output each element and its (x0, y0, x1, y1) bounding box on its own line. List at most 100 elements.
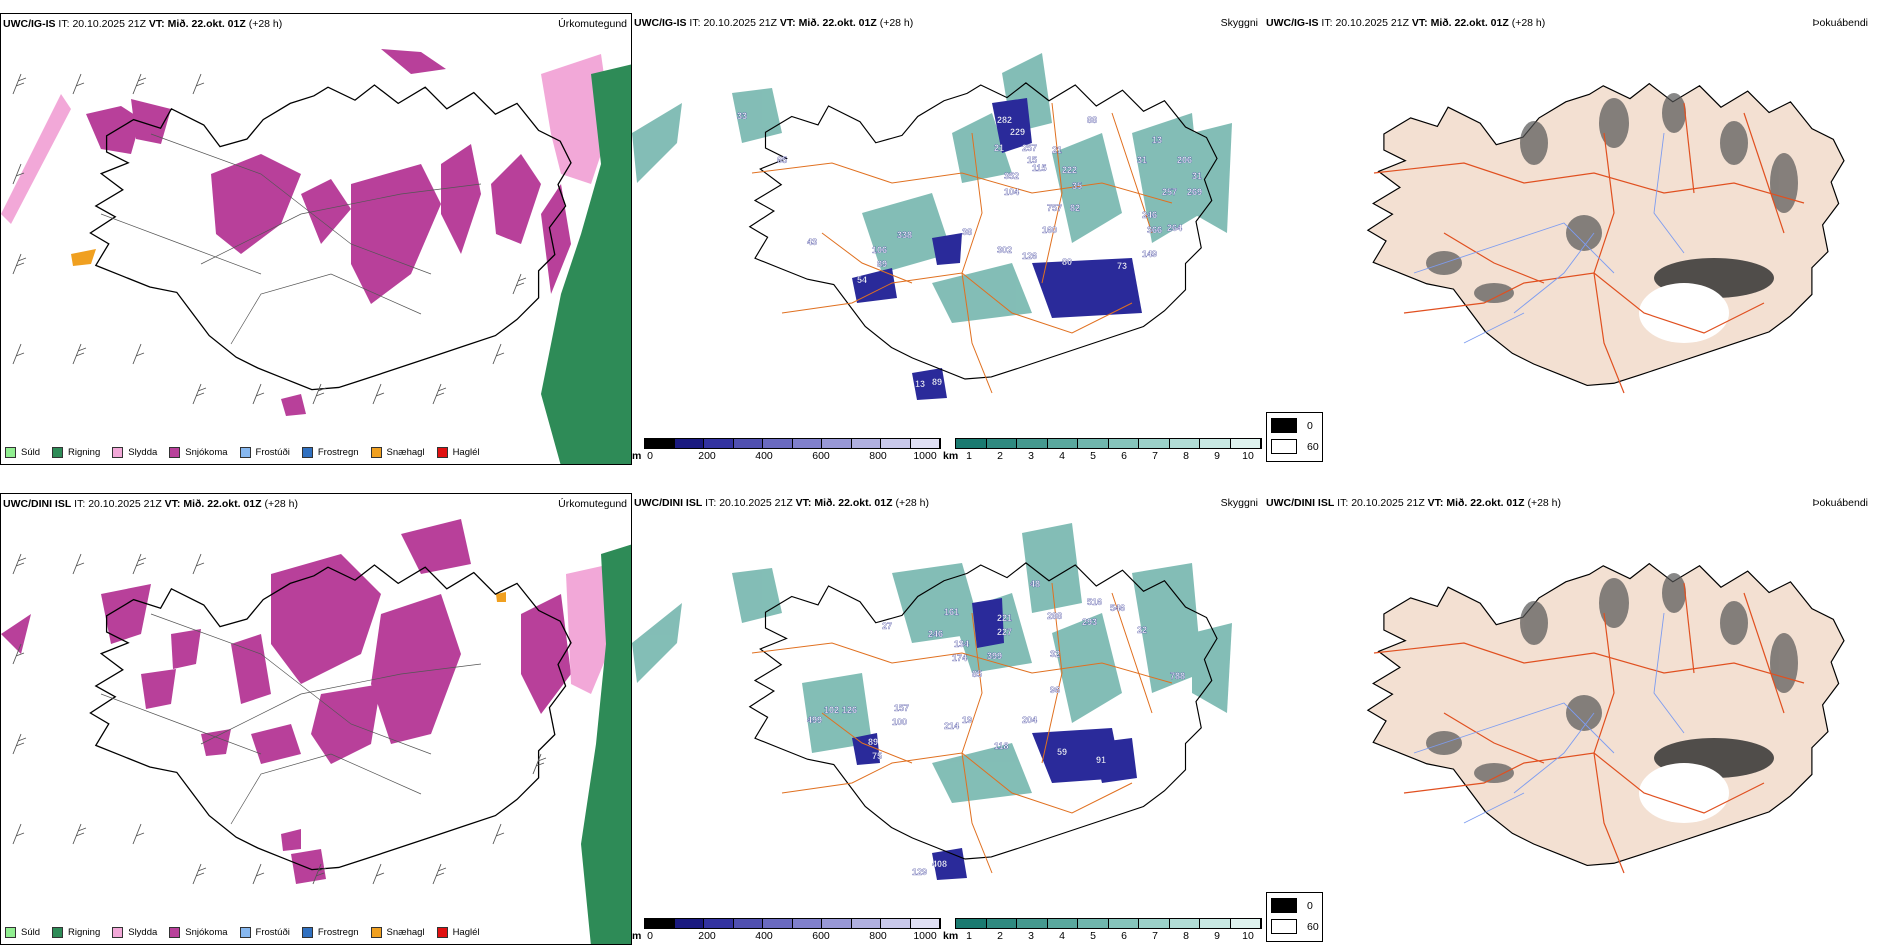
svg-text:19: 19 (962, 715, 972, 725)
fog-title: Þokuábendi (1812, 497, 1868, 509)
svg-text:104: 104 (1004, 187, 1019, 197)
svg-text:54: 54 (857, 275, 867, 285)
svg-text:757: 757 (1047, 203, 1062, 213)
svg-text:204: 204 (1022, 715, 1037, 725)
svg-text:399: 399 (987, 651, 1002, 661)
svg-text:157: 157 (894, 703, 909, 713)
svg-text:288: 288 (1047, 611, 1062, 621)
cloud-title: Skyggni (1220, 497, 1258, 509)
svg-text:160: 160 (1042, 225, 1057, 235)
cloud-title: Skyggni (1220, 17, 1258, 29)
cloud-map: 282 229 21 257 15 352 21 88 222 31 35 13… (632, 53, 1232, 400)
legend-item-sleet: Slydda (112, 447, 157, 458)
legend-item-freezing-rain: Frostregn (301, 927, 359, 938)
svg-text:302: 302 (997, 245, 1012, 255)
svg-text:27: 27 (882, 621, 892, 631)
legend-item-sleet: Slydda (112, 927, 157, 938)
fog-map (1367, 563, 1845, 874)
svg-text:352: 352 (1004, 171, 1019, 181)
svg-text:21: 21 (994, 143, 1004, 153)
svg-text:221: 221 (997, 613, 1012, 623)
precip-type-title: Úrkomutegund (558, 498, 627, 510)
legend-item-hail: Haglél (436, 927, 480, 938)
cloud-base-numbers: 282 229 21 257 15 352 21 88 222 31 35 13… (737, 111, 1202, 389)
svg-text:246: 246 (1142, 210, 1157, 220)
svg-text:118: 118 (994, 741, 1009, 751)
svg-text:89: 89 (868, 737, 878, 747)
precip-type-map (1, 49, 631, 464)
svg-text:35: 35 (1072, 181, 1082, 191)
legend-item-hail: Haglél (436, 447, 480, 458)
precip-type-map (1, 519, 631, 944)
fog-title: Þokuábendi (1812, 17, 1868, 29)
legend-item-graupel: Snæhagl (370, 447, 425, 458)
svg-text:546: 546 (1110, 603, 1125, 613)
svg-text:89: 89 (877, 259, 887, 269)
fog-map (1367, 83, 1845, 394)
panel-header: UWC/IG-IS IT: 20.10.2025 21Z VT: Mið. 22… (1266, 17, 1546, 29)
svg-text:126: 126 (842, 705, 857, 715)
panel-header: UWC/DINI ISL IT: 20.10.2025 21Z VT: Mið.… (3, 498, 299, 510)
precip-type-title: Úrkomutegund (558, 18, 627, 30)
svg-text:96: 96 (1050, 685, 1060, 695)
svg-text:15: 15 (1027, 155, 1037, 165)
svg-text:80: 80 (1062, 257, 1072, 267)
svg-text:100: 100 (892, 717, 907, 727)
svg-text:269: 269 (1187, 187, 1202, 197)
svg-text:13: 13 (915, 379, 925, 389)
precip-type-panel-bottom: UWC/DINI ISL IT: 20.10.2025 21Z VT: Mið.… (0, 493, 632, 945)
svg-text:21: 21 (1052, 145, 1062, 155)
svg-text:516: 516 (1087, 597, 1102, 607)
svg-text:222: 222 (1062, 165, 1077, 175)
panel-header: UWC/DINI ISL IT: 20.10.2025 21Z VT: Mið.… (634, 497, 930, 509)
fog-legend-bottom: 0 60 (1266, 892, 1323, 942)
cloud-base-numbers: 48 161 516 546 27 246 221 227 288 293 13… (807, 579, 1185, 877)
svg-text:126: 126 (1022, 251, 1037, 261)
legend-item-snow: Snjókoma (169, 447, 228, 458)
precip-type-panel-top: UWC/IG-IS IT: 20.10.2025 21Z VT: Mið. 22… (0, 13, 632, 465)
fog-panel-top: UWC/IG-IS IT: 20.10.2025 21Z VT: Mið. 22… (1264, 13, 1900, 465)
svg-text:65: 65 (777, 155, 787, 165)
svg-text:338: 338 (897, 230, 912, 240)
svg-text:129: 129 (912, 867, 927, 877)
svg-text:246: 246 (928, 629, 943, 639)
svg-text:115: 115 (1032, 163, 1047, 173)
svg-text:89: 89 (932, 377, 942, 387)
svg-text:88: 88 (1087, 115, 1097, 125)
svg-text:59: 59 (1057, 747, 1067, 757)
legend-item-drizzle: Súld (5, 927, 40, 938)
panel-header: UWC/DINI ISL IT: 20.10.2025 21Z VT: Mið.… (1266, 497, 1562, 509)
svg-text:31: 31 (1137, 155, 1147, 165)
svg-text:134: 134 (954, 639, 969, 649)
svg-text:257: 257 (1162, 187, 1177, 197)
svg-text:85: 85 (972, 669, 982, 679)
legend-item-rain: Rigning (52, 447, 100, 458)
panel-header: UWC/IG-IS IT: 20.10.2025 21Z VT: Mið. 22… (634, 17, 914, 29)
ceiling-colorbar-bottom: m 0 200 400 600 800 1000 (632, 918, 942, 944)
panel-header: UWC/IG-IS IT: 20.10.2025 21Z VT: Mið. 22… (3, 18, 283, 30)
svg-text:91: 91 (1096, 755, 1106, 765)
svg-text:293: 293 (1082, 617, 1097, 627)
svg-text:366: 366 (1147, 225, 1162, 235)
fog-panel-bottom: UWC/DINI ISL IT: 20.10.2025 21Z VT: Mið.… (1264, 493, 1900, 945)
legend-item-freezing-drizzle: Frostúði (239, 927, 290, 938)
svg-text:43: 43 (807, 237, 817, 247)
svg-text:38: 38 (962, 227, 972, 237)
svg-text:408: 408 (932, 859, 947, 869)
svg-text:227: 227 (997, 627, 1012, 637)
svg-text:48: 48 (1030, 579, 1040, 589)
legend-item-freezing-drizzle: Frostúði (239, 447, 290, 458)
svg-text:13: 13 (1152, 135, 1162, 145)
svg-text:31: 31 (1192, 171, 1202, 181)
cloud-map: 48 161 516 546 27 246 221 227 288 293 13… (632, 523, 1232, 880)
legend-item-graupel: Snæhagl (370, 927, 425, 938)
svg-text:788: 788 (1170, 671, 1185, 681)
fog-legend-top: 0 60 (1266, 412, 1323, 462)
svg-text:102: 102 (824, 705, 839, 715)
precip-legend: Súld Rigning Slydda Snjókoma Frostúði Fr… (5, 927, 480, 938)
cloud-panel-bottom: UWC/DINI ISL IT: 20.10.2025 21Z VT: Mið.… (632, 493, 1264, 945)
svg-text:161: 161 (944, 607, 959, 617)
cloud-panel-top: UWC/IG-IS IT: 20.10.2025 21Z VT: Mið. 22… (632, 13, 1264, 465)
